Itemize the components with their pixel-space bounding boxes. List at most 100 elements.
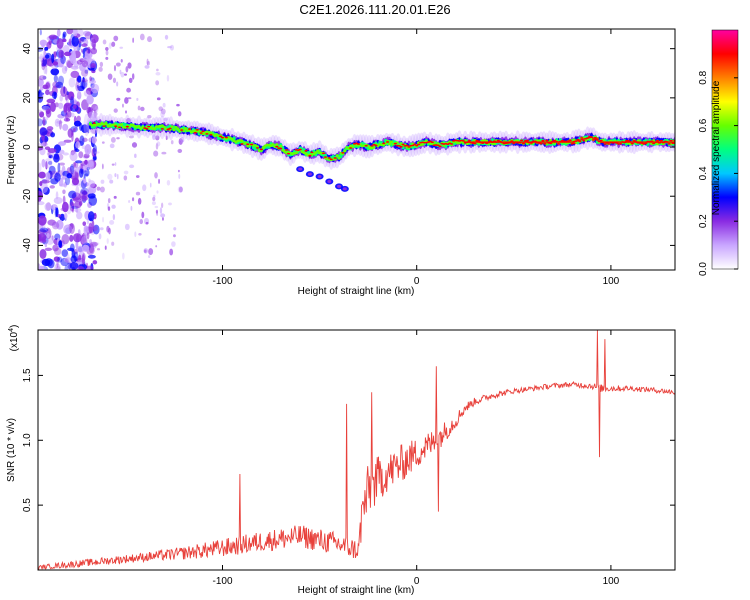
- heatmap-noise-blob: [87, 211, 95, 222]
- heatmap-noise-blob: [44, 146, 51, 151]
- heatmap-noise-blob: [48, 34, 58, 40]
- heatmap-noise-blob: [42, 116, 49, 121]
- heatmap-noise-blob: [85, 265, 94, 270]
- heatmap-ridge-core: [504, 141, 508, 143]
- heatmap-ridge-cell: [209, 133, 213, 136]
- heatmap-ridge-cell: [488, 140, 493, 142]
- heatmap-noise-blob: [73, 162, 77, 167]
- heatmap-noise-blob: [61, 234, 70, 245]
- heatmap-ridge-cell: [438, 145, 442, 148]
- heatmap-ridge-cell: [405, 144, 409, 147]
- heatmap-ridge-cell: [339, 154, 343, 159]
- heatmap-noise-blob: [143, 248, 149, 254]
- heatmap-noise-blob: [52, 91, 58, 99]
- heatmap-ridge-cell: [286, 152, 291, 155]
- colorbar-tick-label: 0.4: [698, 166, 709, 180]
- heatmap-noise-blob: [78, 254, 82, 261]
- heatmap-noise-blob: [86, 94, 94, 105]
- heatmap-noise-blob: [84, 169, 90, 177]
- heatmap-noise-blob: [173, 227, 177, 231]
- heatmap-ridge-cell: [240, 139, 244, 143]
- heatmap-ridge-cell: [250, 143, 254, 146]
- heatmap-noise-blob: [161, 202, 164, 209]
- snr-series-line: [38, 330, 675, 570]
- heatmap-noise-blob: [38, 234, 42, 242]
- heatmap-noise-blob: [145, 221, 149, 225]
- heatmap-noise-blob: [96, 248, 101, 251]
- heatmap-ridge-core: [661, 141, 665, 143]
- spectrogram-y-tick-label: 40: [22, 43, 33, 55]
- heatmap-ridge-cell: [415, 144, 419, 147]
- heatmap-noise-blob: [54, 263, 61, 270]
- heatmap-ridge-core: [555, 141, 558, 143]
- heatmap-ridge-core: [500, 141, 504, 143]
- heatmap-noise-blob: [135, 175, 140, 178]
- heatmap-noise-blob: [166, 179, 171, 186]
- heatmap-noise-blob: [148, 255, 151, 259]
- heatmap-noise-blob: [76, 211, 83, 220]
- heatmap-noise-blob: [123, 170, 129, 175]
- heatmap-ridge-cell: [160, 128, 164, 130]
- heatmap-noise-blob: [79, 189, 88, 200]
- colorbar-tick-label: 0.8: [698, 70, 709, 84]
- heatmap-ridge-core: [516, 141, 520, 143]
- heatmap-noise-blob: [74, 255, 77, 263]
- heatmap-noise-blob: [45, 65, 48, 75]
- heatmap-noise-blob: [46, 232, 50, 239]
- heatmap-noise-blob: [107, 173, 113, 180]
- heatmap-noise-blob: [55, 81, 64, 89]
- heatmap-noise-blob: [105, 56, 109, 60]
- heatmap-ridge-cell: [92, 122, 96, 124]
- heatmap-noise-blob: [108, 42, 112, 49]
- heatmap-ridge-cell: [374, 144, 378, 147]
- heatmap-ridge-core: [663, 141, 667, 143]
- heatmap-noise-blob: [69, 234, 74, 242]
- heatmap-noise-blob: [111, 241, 115, 246]
- heatmap-noise-blob: [111, 204, 116, 209]
- heatmap-noise-blob: [99, 61, 104, 68]
- heatmap-noise-blob: [41, 179, 51, 184]
- heatmap-noise-blob: [75, 185, 80, 197]
- heatmap-ridge-core: [481, 141, 485, 143]
- heatmap-ridge-cell: [279, 147, 283, 150]
- heatmap-noise-blob: [51, 53, 55, 64]
- heatmap-noise-blob: [124, 97, 129, 104]
- heatmap-noise-blob: [113, 64, 117, 72]
- heatmap-noise-blob: [143, 249, 147, 253]
- heatmap-noise-blob: [41, 158, 46, 168]
- heatmap-noise-blob: [53, 256, 60, 262]
- heatmap-noise-blob: [162, 102, 166, 108]
- heatmap-ridge-cell: [436, 144, 440, 147]
- heatmap-ridge-cell: [183, 127, 188, 130]
- heatmap-ridge-cell: [180, 129, 184, 131]
- heatmap-ridge-cell: [448, 140, 452, 144]
- heatmap-ridge-cell: [205, 133, 209, 135]
- heatmap-noise-blob: [123, 73, 127, 76]
- heatmap-ridge-core: [541, 141, 545, 143]
- heatmap-branch-blob: [317, 175, 322, 179]
- snr-scale-prefix: (x10: [9, 331, 20, 351]
- heatmap-noise-blob: [46, 41, 52, 49]
- heatmap-noise-blob: [180, 136, 185, 143]
- heatmap-ridge-core: [592, 137, 595, 139]
- spectrogram-y-tick-label: -40: [22, 238, 33, 253]
- heatmap-ridge-core: [646, 141, 650, 143]
- heatmap-ridge-core: [636, 141, 640, 143]
- heatmap-ridge-cell: [521, 142, 526, 145]
- heatmap-noise-blob: [59, 119, 62, 130]
- heatmap-noise-blob: [72, 29, 78, 37]
- heatmap-noise-blob: [162, 217, 164, 221]
- heatmap-noise-blob: [147, 61, 151, 66]
- heatmap-noise-blob: [113, 195, 117, 199]
- heatmap-noise-blob: [63, 257, 73, 263]
- heatmap-noise-blob: [91, 38, 97, 49]
- heatmap-noise-blob: [156, 141, 161, 147]
- heatmap-ridge-core: [498, 141, 502, 143]
- heatmap-noise-blob: [45, 89, 50, 96]
- heatmap-noise-blob: [79, 79, 88, 90]
- heatmap-ridge-cell: [385, 141, 390, 143]
- heatmap-noise-blob: [90, 63, 96, 69]
- heatmap-noise-blob: [92, 156, 98, 161]
- heatmap-noise-blob: [67, 128, 74, 138]
